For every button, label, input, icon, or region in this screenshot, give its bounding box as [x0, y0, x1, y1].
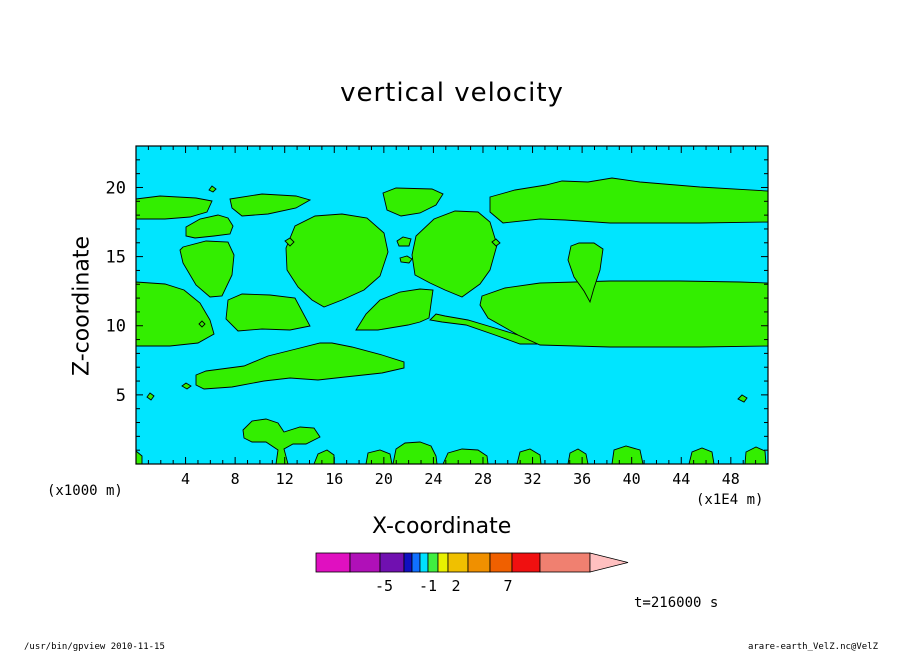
velocity-region	[229, 193, 312, 217]
velocity-region	[135, 281, 215, 347]
y-axis-label: Z-coordinate	[69, 236, 95, 376]
x-ticks: 4 8 12 16 20 24 28 32 36 40 44 48	[147, 146, 757, 488]
velocity-region	[195, 342, 405, 390]
x-tick-label: 44	[672, 470, 690, 488]
velocity-region	[382, 187, 444, 217]
velocity-region	[285, 213, 389, 308]
velocity-regions	[135, 177, 769, 465]
colorbar-extend-arrow	[589, 552, 629, 573]
velocity-region	[491, 238, 501, 247]
colorbar-segment	[315, 552, 351, 573]
x-tick-label: 48	[722, 470, 740, 488]
velocity-region	[567, 242, 604, 304]
colorbar-label: -1	[419, 577, 437, 595]
colorbar-segment	[447, 552, 469, 573]
y-tick-label: 20	[106, 178, 126, 198]
x-tick-label: 20	[375, 470, 393, 488]
velocity-region	[396, 236, 412, 247]
x-tick-label: 24	[424, 470, 442, 488]
plot-frame	[135, 145, 769, 465]
x-tick-label: 12	[276, 470, 294, 488]
x-tick-label: 40	[623, 470, 641, 488]
x-tick-label: 4	[181, 470, 190, 488]
x-tick-label: 8	[231, 470, 240, 488]
colorbar-segment	[489, 552, 513, 573]
colorbar-segment	[437, 552, 449, 573]
colorbar-segment	[511, 552, 541, 573]
velocity-region	[411, 210, 498, 298]
colorbar-segment	[467, 552, 491, 573]
x-axis-label: X-coordinate	[372, 514, 512, 539]
y-tick-label: 10	[106, 317, 126, 337]
y-tick-label: 15	[106, 248, 126, 268]
colorbar: -5 -1 2 7	[315, 552, 629, 595]
colorbar-segment	[403, 552, 413, 573]
colorbar-segment	[539, 552, 591, 573]
velocity-region	[185, 214, 234, 239]
velocity-region	[225, 293, 311, 332]
x-tick-label: 28	[474, 470, 492, 488]
colorbar-segment	[349, 552, 381, 573]
colorbar-label: 2	[451, 577, 460, 595]
footer-program-date: /usr/bin/gpview 2010-11-15	[24, 642, 165, 652]
colorbar-label: -5	[375, 577, 393, 595]
colorbar-segment	[411, 552, 421, 573]
x-tick-label: 16	[325, 470, 343, 488]
x-unit-note: (x1000 m)	[47, 483, 123, 499]
velocity-region	[737, 394, 748, 403]
velocity-region	[198, 320, 206, 328]
velocity-region	[399, 255, 413, 264]
velocity-region	[208, 185, 217, 193]
velocity-region	[146, 392, 155, 401]
x-scale-note: (x1E4 m)	[696, 492, 764, 508]
velocity-region	[284, 237, 295, 247]
velocity-region	[355, 288, 434, 331]
colorbar-label: 7	[503, 577, 512, 595]
colorbar-segment	[419, 552, 429, 573]
velocity-region	[135, 195, 213, 220]
y-ticks: 5 10 15 20	[106, 159, 768, 451]
chart-title: vertical velocity	[340, 78, 564, 108]
y-tick-label: 5	[116, 386, 126, 406]
velocity-region	[242, 418, 321, 465]
x-tick-label: 32	[524, 470, 542, 488]
colorbar-segment	[427, 552, 439, 573]
velocity-region	[179, 240, 235, 298]
x-tick-label: 36	[573, 470, 591, 488]
colorbar-segment	[379, 552, 405, 573]
velocity-region	[479, 280, 769, 348]
velocity-region	[181, 382, 192, 390]
footer-file-variable: arare-earth_VelZ.nc@VelZ	[747, 642, 878, 652]
velocity-region	[392, 441, 438, 465]
timestamp-label: t=216000 s	[634, 595, 719, 611]
